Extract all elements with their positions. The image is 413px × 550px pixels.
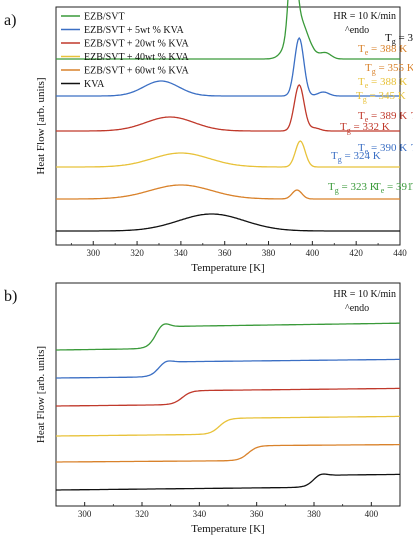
x-tick-label: 400 bbox=[306, 248, 320, 258]
y-axis-label: Heat Flow [arb. units] bbox=[35, 346, 47, 443]
panel-a: 300 320 340 360 380 400 420 440 Temperature [K] H… bbox=[4, 0, 413, 274]
series-line-2 bbox=[56, 36, 400, 97]
tg-annotation: Tg = 355 K bbox=[365, 62, 413, 76]
temperature-annotation: Tl = 406 K bbox=[411, 181, 413, 195]
heating-rate-label: HR = 10 K/min bbox=[333, 11, 396, 22]
temperature-annotation: Tl = 401 K bbox=[411, 110, 413, 124]
tg-annotation: Tg = 378 K bbox=[385, 32, 413, 46]
x-tick-label: 340 bbox=[174, 248, 188, 258]
panel-b: 300 320 340 360 380 400 Temperature [K] Heat Fl… bbox=[4, 32, 413, 535]
x-axis-label: Temperature [K] bbox=[191, 262, 264, 274]
x-tick-label: 320 bbox=[130, 248, 144, 258]
tg-annotation: Tg = 323 K bbox=[328, 181, 378, 195]
x-tick-label: 340 bbox=[193, 509, 207, 519]
tg-annotation: Tg = 324 K bbox=[331, 150, 381, 164]
x-tick-label: 420 bbox=[349, 248, 363, 258]
temperature-annotation: Te = 391 K bbox=[374, 181, 413, 195]
legend: EZB/SVT EZB/SVT + 5wt % KVA EZB/SVT + 20wt… bbox=[61, 12, 190, 90]
x-tick-label: 380 bbox=[307, 509, 321, 519]
endo-direction-label: ^endo bbox=[345, 303, 369, 314]
x-tick-label: 300 bbox=[86, 248, 100, 258]
plot-frame bbox=[55, 6, 401, 246]
y-axis-label: Heat Flow [arb. units] bbox=[35, 77, 47, 174]
series-line-4 bbox=[56, 415, 400, 437]
legend-entry: EZB/SVT bbox=[84, 12, 125, 23]
legend-entry: EZB/SVT + 5wt % KVA bbox=[84, 25, 185, 36]
panel-label: a) bbox=[4, 12, 16, 29]
x-tick-label: 300 bbox=[78, 509, 92, 519]
series-line-6 bbox=[56, 473, 400, 491]
legend-entry: EZB/SVT + 60wt % KVA bbox=[84, 66, 190, 77]
legend-entry: EZB/SVT + 40wt % KVA bbox=[84, 52, 190, 63]
x-tick-label: 360 bbox=[250, 509, 264, 519]
x-tick-label: 380 bbox=[262, 248, 276, 258]
temperature-annotation: Te = 390 K bbox=[358, 142, 407, 156]
series-line-1 bbox=[56, 322, 400, 351]
legend-entry: EZB/SVT + 20wt % KVA bbox=[84, 39, 190, 50]
tg-annotation: Tg = 332 K bbox=[340, 121, 390, 135]
tg-annotation: Tg = 345 K bbox=[356, 90, 406, 104]
series-line-5 bbox=[56, 443, 400, 463]
x-axis-label: Temperature [K] bbox=[191, 523, 264, 535]
legend-entry: KVA bbox=[84, 79, 105, 90]
temperature-annotation: Te = 389 K bbox=[358, 110, 407, 124]
temperature-annotation: Te = 388 K bbox=[358, 43, 407, 57]
x-tick-label: 320 bbox=[135, 509, 149, 519]
series-line-3 bbox=[56, 387, 400, 407]
x-tick-label: 400 bbox=[365, 509, 379, 519]
heating-rate-label: HR = 10 K/min bbox=[333, 289, 396, 300]
series-line-3 bbox=[56, 83, 400, 132]
series-line-6 bbox=[56, 213, 400, 232]
plot-frame bbox=[55, 282, 401, 507]
x-tick-label: 360 bbox=[218, 248, 232, 258]
temperature-annotation: Te = 388 K bbox=[358, 76, 407, 90]
endo-direction-label: ^endo bbox=[345, 25, 369, 36]
series-line-1 bbox=[56, 0, 400, 60]
series-line-2 bbox=[56, 358, 400, 379]
x-tick-label: 440 bbox=[393, 248, 407, 258]
series-line-4 bbox=[56, 140, 400, 168]
series-line-5 bbox=[56, 184, 400, 200]
temperature-annotation: Tl = 405 K bbox=[411, 142, 413, 156]
panel-label: b) bbox=[4, 288, 17, 305]
